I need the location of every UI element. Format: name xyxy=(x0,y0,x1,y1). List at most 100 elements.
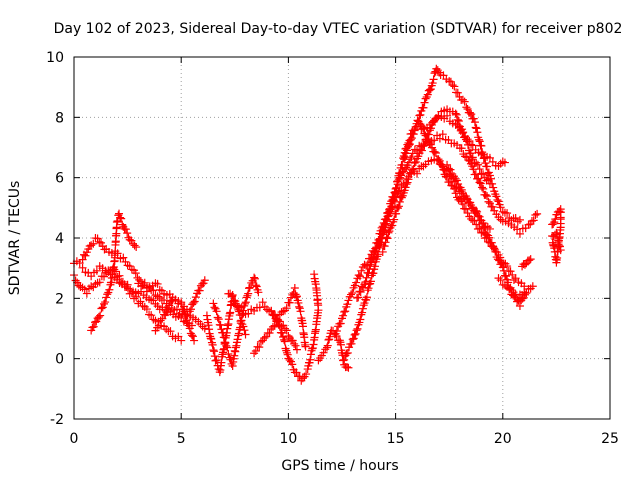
data-point-marker xyxy=(473,160,482,169)
data-point-marker xyxy=(142,287,151,296)
data-point-marker xyxy=(515,301,524,310)
data-point-marker xyxy=(490,244,499,253)
data-point-marker xyxy=(166,327,175,336)
x-tick-label: 25 xyxy=(601,431,619,447)
data-point-marker xyxy=(384,228,393,237)
data-point-marker xyxy=(444,164,453,173)
data-point-marker xyxy=(472,220,481,229)
data-point-marker xyxy=(404,141,413,150)
data-point-marker xyxy=(177,336,186,345)
data-point-marker xyxy=(154,321,163,330)
data-point-marker xyxy=(355,287,364,296)
data-point-marker xyxy=(227,359,236,368)
data-point-marker xyxy=(505,285,514,294)
data-point-marker xyxy=(411,157,420,166)
data-point-marker xyxy=(493,255,502,264)
data-point-marker xyxy=(458,200,467,209)
data-point-marker xyxy=(509,275,518,284)
data-point-marker xyxy=(466,108,475,117)
data-point-marker xyxy=(344,363,353,372)
data-point-marker xyxy=(361,278,370,287)
data-point-marker xyxy=(468,203,477,212)
data-point-marker xyxy=(459,128,468,137)
data-point-marker xyxy=(413,169,422,178)
data-point-marker xyxy=(419,162,428,171)
data-point-marker xyxy=(409,130,418,139)
y-tick-label: 10 xyxy=(46,50,64,66)
data-point-marker xyxy=(358,308,367,317)
data-point-marker xyxy=(187,305,196,314)
data-point-marker xyxy=(183,319,192,328)
data-point-marker xyxy=(255,343,264,352)
data-point-marker xyxy=(227,292,236,301)
data-point-marker xyxy=(140,281,149,290)
data-point-marker xyxy=(367,258,376,267)
data-point-marker xyxy=(452,110,461,119)
data-point-marker xyxy=(451,174,460,183)
x-axis-label: GPS time / hours xyxy=(281,458,398,474)
data-point-marker xyxy=(400,155,409,164)
data-point-marker xyxy=(471,123,480,132)
data-point-marker xyxy=(350,330,359,339)
data-point-marker xyxy=(288,336,297,345)
data-point-marker xyxy=(394,187,403,196)
data-point-marker xyxy=(422,135,431,144)
data-point-marker xyxy=(500,158,509,167)
data-point-marker xyxy=(478,150,487,159)
data-point-marker xyxy=(250,273,259,282)
data-point-marker xyxy=(185,324,194,333)
y-tick-label: 0 xyxy=(55,352,64,368)
data-point-marker xyxy=(453,115,462,124)
data-point-marker xyxy=(397,181,406,190)
data-point-marker xyxy=(274,320,283,329)
data-point-marker xyxy=(477,141,486,150)
data-point-marker xyxy=(454,117,463,126)
data-point-marker xyxy=(117,214,126,223)
data-point-marker xyxy=(241,330,250,339)
data-point-marker xyxy=(89,239,98,248)
data-point-marker xyxy=(468,153,477,162)
data-point-marker xyxy=(463,209,472,218)
data-point-marker xyxy=(549,220,558,229)
data-point-marker xyxy=(376,234,385,243)
data-point-marker xyxy=(156,316,165,325)
data-point-marker xyxy=(298,374,307,383)
data-point-marker xyxy=(435,134,444,143)
data-point-marker xyxy=(356,272,365,281)
data-point-marker xyxy=(82,289,91,298)
data-point-marker xyxy=(242,293,251,302)
data-point-marker xyxy=(234,331,243,340)
data-point-marker xyxy=(498,157,507,166)
data-point-marker xyxy=(424,86,433,95)
data-point-marker xyxy=(181,312,190,321)
data-point-marker xyxy=(282,326,291,335)
data-point-marker xyxy=(101,298,110,307)
data-point-marker xyxy=(342,349,351,358)
data-point-marker xyxy=(485,224,494,233)
data-point-marker xyxy=(548,238,557,247)
data-point-marker xyxy=(237,303,246,312)
data-point-marker xyxy=(258,298,267,307)
data-point-marker xyxy=(235,325,244,334)
data-point-marker xyxy=(280,324,289,333)
data-point-marker xyxy=(395,197,404,206)
data-point-marker xyxy=(94,312,103,321)
data-point-marker xyxy=(395,169,404,178)
data-point-marker xyxy=(424,130,433,139)
data-point-marker xyxy=(423,90,432,99)
data-point-marker xyxy=(467,155,476,164)
data-point-marker xyxy=(174,332,183,341)
data-point-marker xyxy=(292,345,301,354)
data-point-marker xyxy=(419,103,428,112)
data-point-marker xyxy=(420,98,429,107)
data-point-marker xyxy=(92,317,101,326)
data-point-marker xyxy=(155,285,164,294)
data-point-marker xyxy=(452,176,461,185)
data-point-marker xyxy=(322,343,331,352)
data-point-marker xyxy=(531,210,540,219)
data-point-marker xyxy=(231,297,240,306)
data-point-marker xyxy=(332,327,341,336)
data-point-marker xyxy=(136,297,145,306)
data-point-marker xyxy=(382,233,391,242)
